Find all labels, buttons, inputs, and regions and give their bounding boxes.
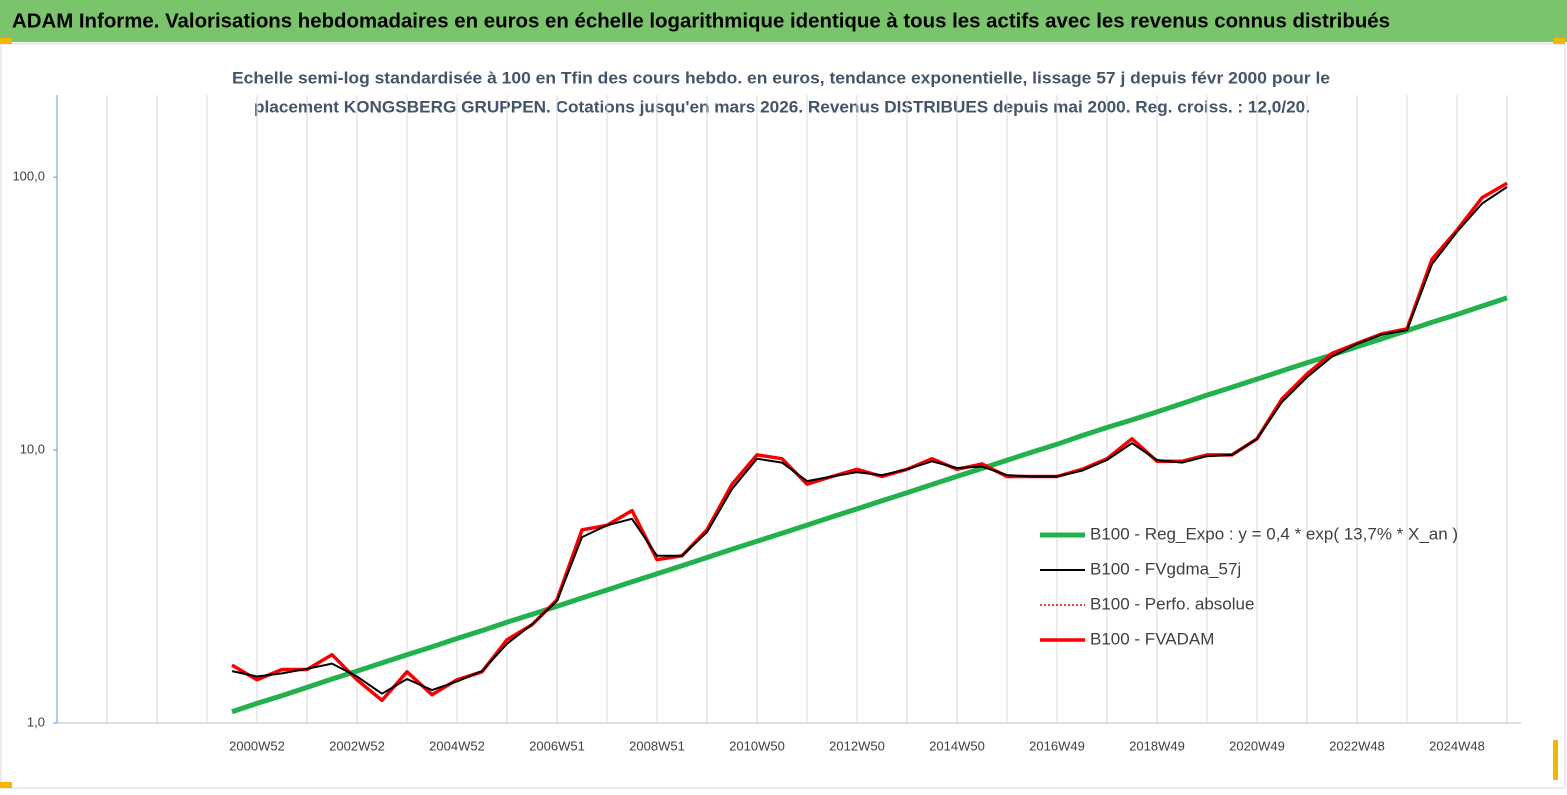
x-tick-label: 2018W49 <box>1129 738 1185 753</box>
frame <box>0 43 1566 789</box>
corner-mark <box>1553 38 1565 44</box>
legend-label: B100 - FVgdma_57j <box>1090 559 1241 578</box>
x-tick-label: 2004W52 <box>429 738 485 753</box>
x-tick-label: 2014W50 <box>929 738 985 753</box>
corner-mark <box>0 782 12 788</box>
grid: 1,0 10,0 100,0 2000W52 2002W52 2004W52 2006W51… <box>12 95 1508 753</box>
x-tick-label: 2000W52 <box>229 738 285 753</box>
x-tick-label: 2010W50 <box>729 738 785 753</box>
x-tick-label: 2016W49 <box>1029 738 1085 753</box>
series-line <box>231 186 1508 695</box>
corner-mark <box>1553 740 1558 780</box>
corner-mark <box>0 38 12 44</box>
y-tick-label: 100,0 <box>12 169 45 184</box>
x-tick-label: 2022W48 <box>1329 738 1385 753</box>
chart-subtitle: placement KONGSBERG GRUPPEN. Cotations j… <box>254 97 1310 116</box>
chart-title: ADAM Informe. Valorisations hebdomadaire… <box>12 10 1390 32</box>
legend: B100 - Reg_Expo : y = 0,4 * exp( 13,7% *… <box>1040 524 1458 648</box>
y-tick-label: 1,0 <box>27 714 45 729</box>
x-tick-label: 2020W49 <box>1229 738 1285 753</box>
legend-label: B100 - Perfo. absolue <box>1090 594 1254 613</box>
series-line <box>231 295 1508 715</box>
header-bar <box>0 0 1567 42</box>
x-tick-label: 2002W52 <box>329 738 385 753</box>
chart-subtitle: Echelle semi-log standardisée à 100 en T… <box>232 68 1330 87</box>
y-tick-label: 10,0 <box>20 442 45 457</box>
legend-label: B100 - Reg_Expo : y = 0,4 * exp( 13,7% *… <box>1090 524 1458 543</box>
x-tick-label: 2006W51 <box>529 738 585 753</box>
plot-area <box>231 181 1508 715</box>
x-tick-label: 2008W51 <box>629 738 685 753</box>
legend-label: B100 - FVADAM <box>1090 629 1214 648</box>
x-tick-label: 2024W48 <box>1429 738 1485 753</box>
x-tick-label: 2012W50 <box>829 738 885 753</box>
